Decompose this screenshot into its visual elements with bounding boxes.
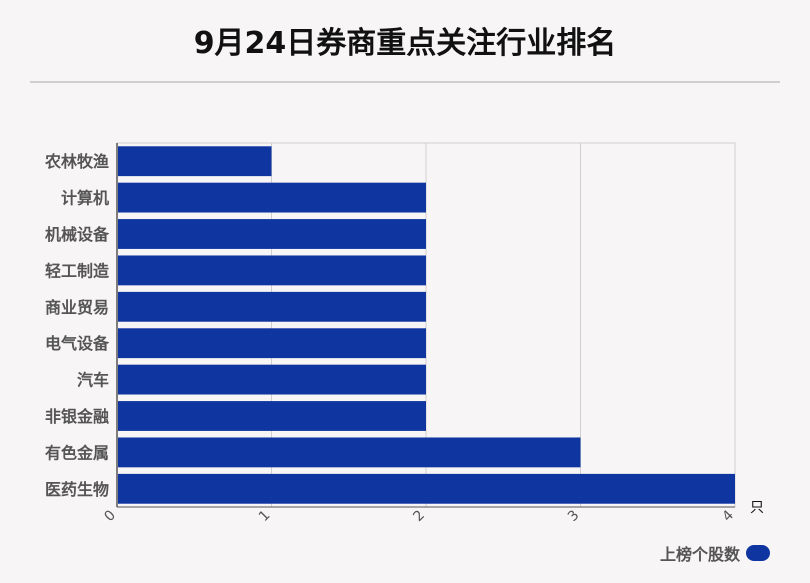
x-axis-unit-label: 只 [750,500,764,516]
category-label: 非银金融 [45,407,109,426]
x-tick-label: 2 [410,507,428,525]
bar[interactable] [118,437,581,468]
category-label: 电气设备 [45,334,110,353]
category-label: 计算机 [61,189,109,208]
legend-label: 上榜个股数 [659,545,740,564]
bar-layer [118,146,735,504]
x-tick-label: 4 [719,507,737,525]
bar[interactable] [118,146,272,177]
x-tick-label: 3 [565,507,583,525]
category-label: 有色金属 [45,443,109,462]
bar[interactable] [118,255,426,286]
chart-title: 9月24日券商重点关注行业排名 [193,26,617,61]
category-label: 机械设备 [45,225,110,244]
category-label: 汽车 [77,371,109,390]
legend[interactable]: 上榜个股数 [660,541,770,565]
bar[interactable] [118,401,426,431]
category-label: 医药生物 [45,480,109,499]
bar[interactable] [118,364,426,395]
x-tick-label: 0 [101,507,119,525]
bar[interactable] [118,219,426,249]
bar[interactable] [118,291,426,322]
category-label: 农林牧渔 [44,152,109,171]
legend-swatch [746,545,770,561]
title-divider [30,81,780,83]
bar[interactable] [118,473,735,504]
bar[interactable] [118,328,426,359]
category-label: 轻工制造 [45,261,110,280]
category-label: 商业贸易 [45,298,109,317]
x-tick-label: 1 [256,507,274,525]
bar[interactable] [118,182,426,213]
tick-label-layer: 0 1 2 3 4 [101,507,737,525]
